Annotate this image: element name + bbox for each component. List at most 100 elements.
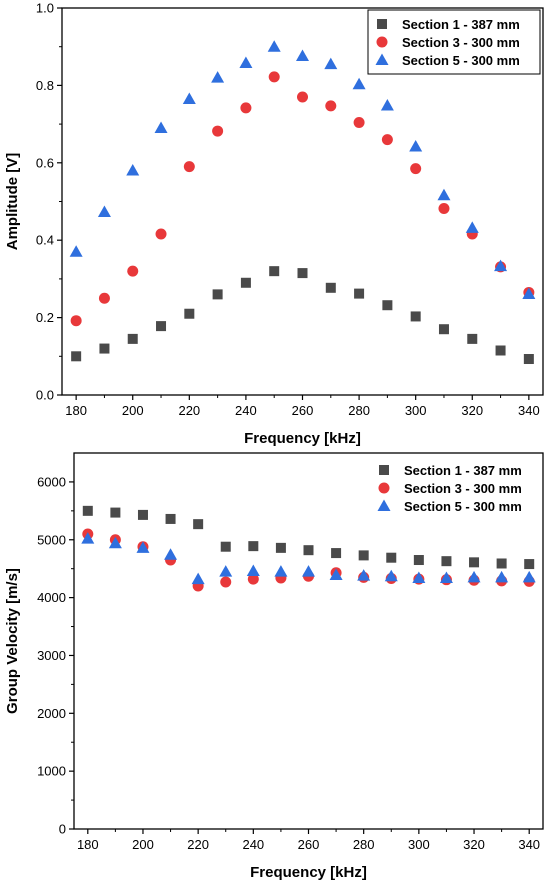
legend-label: Section 1 - 387 mm [402, 17, 520, 32]
data-point [358, 550, 369, 561]
legend: Section 1 - 387 mm Section 3 - 300 mm Sect… [367, 9, 541, 75]
y-tick-label: 0.0 [36, 388, 54, 403]
series-3 [81, 532, 536, 585]
data-point [522, 570, 536, 583]
data-point [110, 507, 121, 518]
data-point [297, 91, 308, 103]
legend-marker [377, 19, 387, 29]
data-point [465, 221, 479, 233]
legend-label: Section 3 - 300 mm [404, 481, 522, 496]
data-point [99, 343, 110, 354]
legend-label: Section 1 - 387 mm [404, 463, 522, 478]
data-point [329, 568, 343, 581]
x-tick-label: 240 [242, 837, 264, 852]
data-point [248, 541, 259, 552]
x-tick-label: 240 [235, 403, 257, 418]
data-point [303, 545, 314, 556]
data-point [108, 536, 122, 549]
series-2 [82, 528, 535, 592]
x-tick-label: 300 [408, 837, 430, 852]
legend-marker [375, 53, 389, 65]
x-axis-title: Frequency [kHz] [250, 864, 367, 881]
x-tick-label: 280 [353, 837, 375, 852]
y-axis-title: Amplitude [V] [4, 153, 21, 251]
data-point [69, 245, 83, 257]
x-tick-label: 200 [122, 403, 144, 418]
legend-label: Section 5 - 300 mm [402, 53, 520, 68]
data-point [182, 92, 196, 104]
data-point [193, 519, 204, 530]
legend-marker [379, 465, 389, 475]
x-tick-label: 260 [292, 403, 314, 418]
data-point [523, 354, 534, 365]
data-point [524, 559, 535, 570]
x-tick-label: 280 [348, 403, 370, 418]
data-point [412, 571, 426, 583]
data-point [240, 277, 251, 288]
data-point [357, 569, 371, 581]
data-point [437, 188, 451, 201]
data-point [71, 351, 82, 362]
y-tick-label: 6000 [37, 474, 66, 489]
x-tick-label: 260 [298, 837, 320, 852]
data-point [352, 77, 366, 90]
data-point [212, 289, 223, 300]
x-tick-label: 180 [65, 403, 87, 418]
data-point [381, 134, 393, 146]
data-point [155, 228, 167, 240]
y-tick-label: 0.8 [36, 78, 54, 93]
data-point [438, 202, 450, 214]
data-point [274, 565, 288, 577]
x-tick-label: 340 [518, 837, 540, 852]
data-point [268, 71, 280, 83]
data-point [212, 125, 224, 137]
data-point [156, 321, 167, 332]
data-point [494, 259, 508, 272]
data-point [82, 505, 93, 516]
data-point [70, 315, 82, 327]
x-tick-label: 180 [77, 837, 99, 852]
data-point [239, 56, 253, 68]
data-point [386, 552, 397, 563]
y-tick-label: 1.0 [36, 1, 54, 16]
data-point [495, 570, 509, 583]
data-point [410, 163, 422, 175]
data-point [410, 311, 421, 322]
data-point [522, 287, 536, 299]
data-point [353, 117, 365, 129]
data-point [81, 532, 95, 544]
legend-marker [377, 499, 391, 511]
data-point [183, 161, 195, 173]
data-point [211, 71, 225, 83]
data-point [331, 548, 342, 559]
data-point [126, 164, 140, 176]
x-tick-label: 300 [405, 403, 427, 418]
data-point [409, 140, 423, 152]
series-1 [71, 266, 534, 365]
data-point [219, 565, 233, 577]
data-point [496, 558, 507, 569]
data-point [127, 265, 139, 277]
y-tick-label: 2000 [37, 706, 66, 721]
chart-1: 180 200 220 240 260 280 300 320 340 0.0 0.2 0.4 0.6 0… [4, 1, 544, 447]
y-axis-title: Group Velocity [m/s] [4, 568, 21, 714]
data-point [164, 548, 178, 560]
data-point [136, 541, 150, 553]
legend: Section 1 - 387 mm Section 3 - 300 mm Sect… [377, 463, 522, 514]
legend-label: Section 3 - 300 mm [402, 35, 520, 50]
data-point [413, 555, 424, 566]
data-point [269, 266, 280, 277]
x-tick-label: 200 [132, 837, 154, 852]
data-point [382, 300, 393, 311]
data-point [469, 557, 480, 568]
y-tick-label: 0.2 [36, 310, 54, 325]
x-tick-label: 220 [187, 837, 209, 852]
data-point [191, 572, 205, 585]
data-point [220, 576, 232, 588]
y-tick-label: 3000 [37, 648, 66, 663]
x-tick-label: 220 [178, 403, 200, 418]
data-point [220, 541, 231, 552]
x-tick-label: 320 [461, 403, 483, 418]
